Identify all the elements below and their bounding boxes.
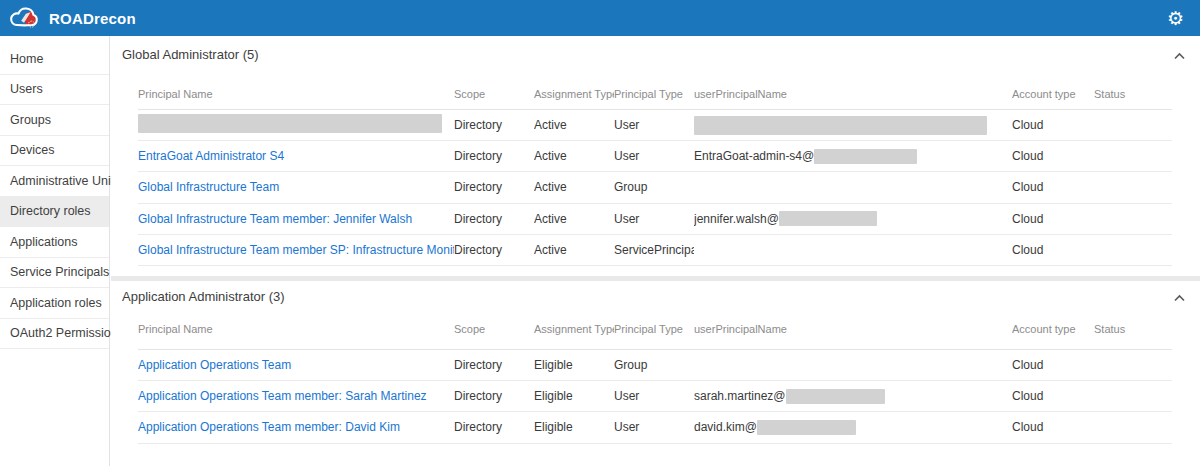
account-type-value: Cloud xyxy=(1012,420,1094,434)
scope-value: Directory xyxy=(454,180,534,194)
redacted-value xyxy=(138,114,442,133)
account-type-value: Cloud xyxy=(1012,358,1094,372)
principal-name-link[interactable]: Application Operations Team member: Sara… xyxy=(138,389,427,403)
redacted-value xyxy=(786,389,885,404)
collapse-chevron-up-icon[interactable] xyxy=(1171,289,1188,308)
scope-value: Directory xyxy=(454,243,534,257)
sidebar-item-directory-roles[interactable]: Directory roles xyxy=(0,197,109,228)
scope-value: Directory xyxy=(454,420,534,434)
scope-value: Directory xyxy=(454,358,534,372)
assignment-type-value: Eligible xyxy=(534,420,614,434)
account-type-value: Cloud xyxy=(1012,149,1094,163)
col-principal-name: Principal Name xyxy=(138,88,454,100)
account-type-value: Cloud xyxy=(1012,180,1094,194)
sidebar-item-users[interactable]: Users xyxy=(0,75,109,106)
topbar: ROADrecon ⚙ xyxy=(0,0,1200,36)
principal-type-value: Group xyxy=(614,358,694,372)
principal-type-value: User xyxy=(614,118,694,132)
assignment-type-value: Eligible xyxy=(534,389,614,403)
table-row: Application Operations Team member: Davi… xyxy=(138,412,1172,443)
principal-name-link[interactable]: Application Operations Team xyxy=(138,358,291,372)
sidebar-item-home[interactable]: Home xyxy=(0,44,109,75)
col-status: Status xyxy=(1094,323,1172,335)
assignment-type-value: Active xyxy=(534,149,614,163)
col-principal-name: Principal Name xyxy=(138,323,454,335)
principal-name-link[interactable]: Global Infrastructure Team member: Jenni… xyxy=(138,212,412,226)
sidebar-item-applications[interactable]: Applications xyxy=(0,227,109,258)
table-row: Directory Active User Cloud xyxy=(138,110,1172,141)
col-account-type: Account type xyxy=(1012,323,1094,335)
principal-name-link[interactable]: Global Infrastructure Team xyxy=(138,180,279,194)
sidebar-item-administrative-units[interactable]: Administrative Units xyxy=(0,166,109,197)
sidebar-item-groups[interactable]: Groups xyxy=(0,105,109,136)
account-type-value: Cloud xyxy=(1012,212,1094,226)
principal-type-value: User xyxy=(614,389,694,403)
col-account-type: Account type xyxy=(1012,88,1094,100)
redacted-value xyxy=(779,211,877,226)
table-row: Global Infrastructure Team member SP: In… xyxy=(138,235,1172,266)
sidebar-item-service-principals[interactable]: Service Principals xyxy=(0,258,109,289)
principal-type-value: Group xyxy=(614,180,694,194)
table-header-row: Principal Name Scope Assignment Type Pri… xyxy=(138,309,1172,350)
assignment-type-value: Active xyxy=(534,212,614,226)
scope-value: Directory xyxy=(454,149,534,163)
sidebar-item-devices[interactable]: Devices xyxy=(0,136,109,167)
table-header-row: Principal Name Scope Assignment Type Pri… xyxy=(138,78,1172,110)
col-scope: Scope xyxy=(454,88,534,100)
scope-value: Directory xyxy=(454,389,534,403)
scope-value: Directory xyxy=(454,118,534,132)
scope-value: Directory xyxy=(454,212,534,226)
upn-value: david.kim@ xyxy=(694,420,757,434)
principal-name-link[interactable]: EntraGoat Administrator S4 xyxy=(138,149,284,163)
principal-type-value: User xyxy=(614,149,694,163)
global-administrator-panel: Global Administrator (5) Principal Name … xyxy=(111,36,1200,276)
upn-value: EntraGoat-admin-s4@ xyxy=(694,149,814,163)
section-title: Global Administrator (5) xyxy=(111,36,1200,78)
application-administrator-panel: Application Administrator (3) Principal … xyxy=(111,281,1200,466)
upn-value: jennifer.walsh@ xyxy=(694,212,779,226)
collapse-chevron-up-icon[interactable] xyxy=(1171,47,1188,66)
col-status: Status xyxy=(1094,88,1172,100)
redacted-value xyxy=(694,116,987,135)
roadrecon-cloud-logo-icon xyxy=(8,5,40,31)
col-principal-type: Principal Type xyxy=(614,323,694,335)
account-type-value: Cloud xyxy=(1012,243,1094,257)
settings-gear-icon[interactable]: ⚙ xyxy=(1165,7,1186,30)
principal-name-link[interactable]: Application Operations Team member: Davi… xyxy=(138,420,400,434)
table-row: Global Infrastructure Team member: Jenni… xyxy=(138,204,1172,235)
table-row: Application Operations Team member: Sara… xyxy=(138,381,1172,412)
section-title: Application Administrator (3) xyxy=(111,281,1200,309)
col-scope: Scope xyxy=(454,323,534,335)
upn-value: sarah.martinez@ xyxy=(694,389,786,403)
assignment-type-value: Active xyxy=(534,243,614,257)
table-row: Global Infrastructure Team Directory Act… xyxy=(138,172,1172,203)
main-content: Global Administrator (5) Principal Name … xyxy=(111,36,1200,466)
principal-type-value: ServicePrincipal xyxy=(614,243,694,257)
brand: ROADrecon xyxy=(8,5,136,31)
principal-name-link[interactable]: Global Infrastructure Team member SP: In… xyxy=(138,243,454,257)
principal-type-value: User xyxy=(614,420,694,434)
table-row: Application Operations Team Directory El… xyxy=(138,350,1172,381)
col-user-principal-name: userPrincipalName xyxy=(694,88,1012,100)
sidebar-item-oauth2-permissions[interactable]: OAuth2 Permissions xyxy=(0,319,109,350)
app-title: ROADrecon xyxy=(49,10,136,27)
assignment-type-value: Active xyxy=(534,180,614,194)
sidebar-item-application-roles[interactable]: Application roles xyxy=(0,288,109,319)
redacted-value xyxy=(757,420,856,435)
principal-type-value: User xyxy=(614,212,694,226)
redacted-value xyxy=(814,149,917,164)
account-type-value: Cloud xyxy=(1012,389,1094,403)
col-principal-type: Principal Type xyxy=(614,88,694,100)
sidebar: Home Users Groups Devices Administrative… xyxy=(0,36,110,466)
table-row: EntraGoat Administrator S4 Directory Act… xyxy=(138,141,1172,172)
col-user-principal-name: userPrincipalName xyxy=(694,323,1012,335)
assignment-type-value: Eligible xyxy=(534,358,614,372)
account-type-value: Cloud xyxy=(1012,118,1094,132)
col-assignment-type: Assignment Type xyxy=(534,88,614,100)
col-assignment-type: Assignment Type xyxy=(534,323,614,335)
assignment-type-value: Active xyxy=(534,118,614,132)
